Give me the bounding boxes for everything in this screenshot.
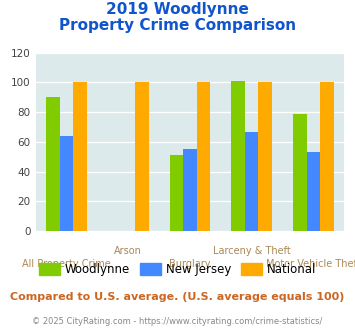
Bar	[231, 81, 245, 231]
Bar	[60, 136, 73, 231]
Text: Burglary: Burglary	[169, 259, 211, 269]
Text: © 2025 CityRating.com - https://www.cityrating.com/crime-statistics/: © 2025 CityRating.com - https://www.city…	[32, 317, 323, 326]
Bar	[183, 149, 197, 231]
Text: Larceny & Theft: Larceny & Theft	[213, 246, 291, 256]
Bar	[197, 82, 210, 231]
Bar	[245, 131, 258, 231]
Legend: Woodlynne, New Jersey, National: Woodlynne, New Jersey, National	[34, 258, 321, 281]
Text: Motor Vehicle Theft: Motor Vehicle Theft	[266, 259, 355, 269]
Text: 2019 Woodlynne: 2019 Woodlynne	[106, 2, 249, 16]
Text: Compared to U.S. average. (U.S. average equals 100): Compared to U.S. average. (U.S. average …	[10, 292, 345, 302]
Text: All Property Crime: All Property Crime	[22, 259, 111, 269]
Bar	[293, 114, 307, 231]
Bar	[170, 155, 183, 231]
Text: Arson: Arson	[114, 246, 142, 256]
Bar	[73, 82, 87, 231]
Bar	[320, 82, 334, 231]
Bar	[307, 152, 320, 231]
Bar	[46, 97, 60, 231]
Text: Property Crime Comparison: Property Crime Comparison	[59, 18, 296, 33]
Bar	[258, 82, 272, 231]
Bar	[135, 82, 148, 231]
